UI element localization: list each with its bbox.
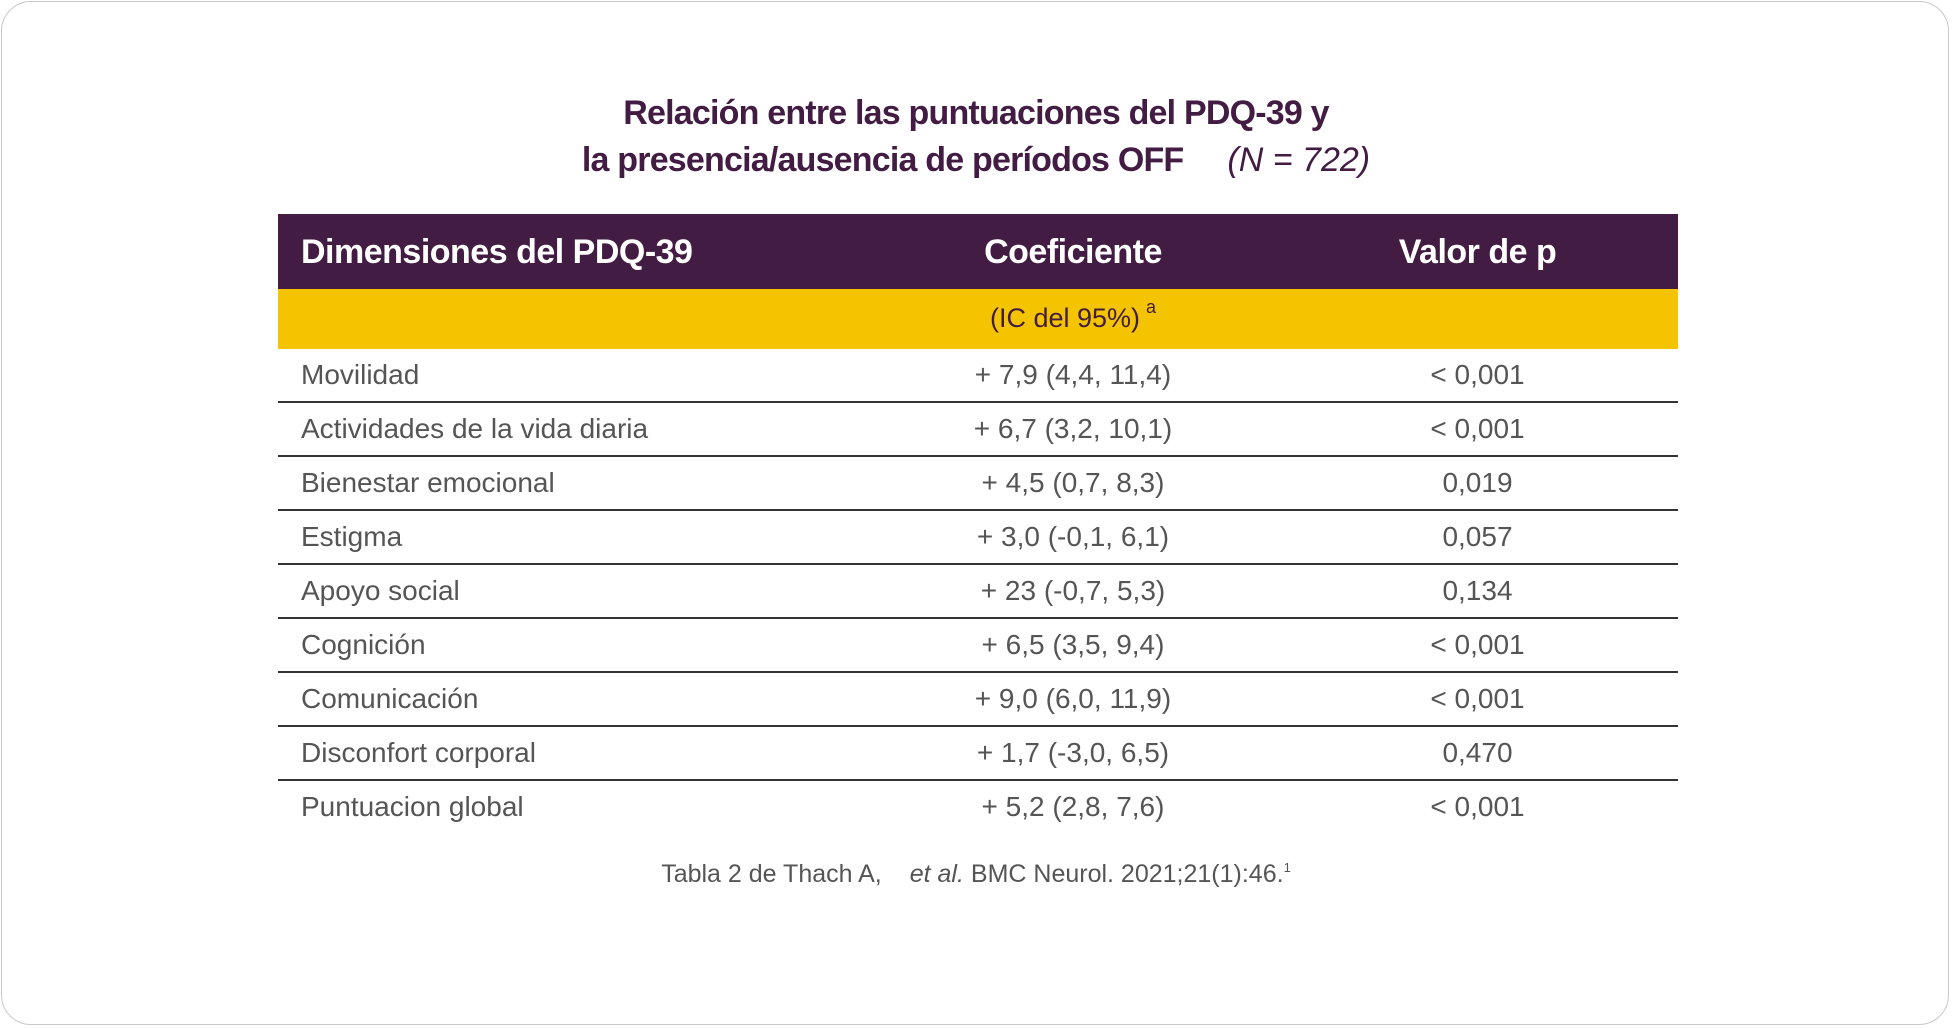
results-table: Dimensiones del PDQ-39 Coeficiente Valor… [278,214,1678,835]
table-body: Movilidad + 7,9 (4,4, 11,4) < 0,001 Activid… [278,349,1678,835]
table-row: Disconfort corporal + 1,7 (-3,0, 6,5) 0,47… [278,727,1678,781]
cell-p-value: < 0,001 [1430,413,1525,444]
cell-dimension: Apoyo social [301,575,460,606]
cell-dimension: Comunicación [301,683,479,714]
header-dimensions: Dimensiones del PDQ-39 [301,233,693,271]
cell-p-value: < 0,001 [1430,791,1525,822]
cell-p-value: 0,134 [1442,575,1513,606]
cell-dimension: Cognición [301,629,426,660]
cell-coefficient: + 1,7 (-3,0, 6,5) [976,737,1170,768]
cell-coefficient: + 23 (-0,7, 5,3) [980,575,1166,606]
cell-coefficient: + 9,0 (6,0, 11,9) [974,683,1172,714]
subheader-ci-text: (IC del 95%) [989,303,1141,333]
title-line-1: Relación entre las puntuaciones del PDQ-… [623,94,1329,132]
cell-p-value: < 0,001 [1430,359,1525,390]
cell-dimension: Actividades de la vida diaria [301,413,649,444]
cell-dimension: Movilidad [301,359,420,390]
cell-coefficient: + 3,0 (-0,1, 6,1) [976,521,1170,552]
header-p-value: Valor de p [1398,233,1557,271]
cell-coefficient: + 6,7 (3,2, 10,1) [973,413,1173,444]
source-citation: Tabla 2 de Thach A, et al. BMC Neurol. 20… [0,860,1952,889]
citation-journal: BMC Neurol. 2021;21(1):46. [970,860,1284,888]
cell-p-value: 0,019 [1442,467,1513,498]
citation-et-al: et al. [909,860,964,888]
cell-dimension: Disconfort corporal [301,737,536,768]
cell-dimension: Bienestar emocional [301,467,555,498]
table-row: Movilidad + 7,9 (4,4, 11,4) < 0,001 [278,349,1678,403]
table-row: Bienestar emocional + 4,5 (0,7, 8,3) 0,019 [278,457,1678,511]
cell-coefficient: + 4,5 (0,7, 8,3) [981,467,1165,498]
cell-p-value: 0,057 [1442,521,1513,552]
table-row: Actividades de la vida diaria + 6,7 (3,2,… [278,403,1678,457]
cell-p-value: < 0,001 [1430,683,1525,714]
header-coefficient: Coeficiente [984,233,1162,271]
table-subheader: (IC del 95%) a [278,289,1678,349]
title-line-2: la presencia/ausencia de períodos OFF (N … [0,141,1952,180]
table-row: Comunicación + 9,0 (6,0, 11,9) < 0,001 [278,673,1678,727]
cell-coefficient: + 7,9 (4,4, 11,4) [974,359,1172,390]
cell-dimension: Puntuacion global [301,791,524,822]
table-header: Dimensiones del PDQ-39 Coeficiente Valor… [278,214,1678,289]
table-row: Puntuacion global + 5,2 (2,8, 7,6) < 0,001 [278,781,1678,835]
cell-coefficient: + 6,5 (3,5, 9,4) [981,629,1165,660]
sample-size: (N = 722) [1227,141,1371,179]
table-row: Estigma + 3,0 (-0,1, 6,1) 0,057 [278,511,1678,565]
cell-p-value: < 0,001 [1430,629,1525,660]
subheader-ci: (IC del 95%) a [798,297,1348,334]
cell-dimension: Estigma [301,521,403,552]
title-line-2-text: la presencia/ausencia de períodos OFF [581,141,1184,179]
citation-text: Tabla 2 de Thach A, [661,860,882,888]
citation-ref: 1 [1283,860,1291,875]
cell-coefficient: + 5,2 (2,8, 7,6) [981,791,1165,822]
footnote-marker: a [1146,297,1157,317]
table-row: Cognición + 6,5 (3,5, 9,4) < 0,001 [278,619,1678,673]
cell-p-value: 0,470 [1442,737,1513,768]
table-row: Apoyo social + 23 (-0,7, 5,3) 0,134 [278,565,1678,619]
